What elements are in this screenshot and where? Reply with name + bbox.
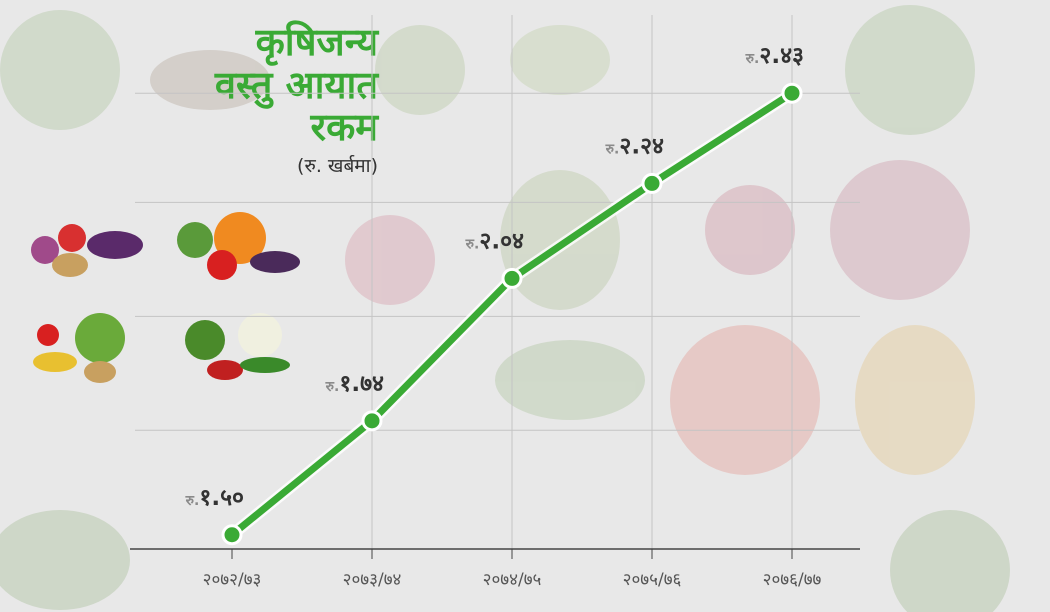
value-prefix: रु. [745, 51, 760, 67]
x-tick-label: २०७२/७३ [203, 570, 262, 590]
value-number: २.४३ [759, 43, 804, 69]
x-tick-label: २०७४/७५ [483, 570, 542, 590]
x-tick-label: २०७३/७४ [343, 570, 402, 590]
background-decor [0, 5, 1010, 612]
data-label: रु.१.७४ [325, 371, 384, 397]
data-label: रु.२.२४ [605, 133, 664, 159]
vegetable-icons [31, 212, 300, 383]
plot: २०७२/७३ २०७३/७४ २०७४/७५ २०७५/७६ २०७६/७७रु.१.… [130, 15, 860, 590]
title-line: कृषिजन्य [255, 20, 380, 66]
data-label: रु.२.०४ [465, 228, 524, 254]
point [221, 524, 243, 546]
title-line: वस्तु आयात [214, 63, 380, 109]
point [781, 82, 803, 104]
point [641, 172, 663, 194]
title: कृषिजन्य वस्तु आयात रकम (रु. खर्बमा) [214, 20, 380, 177]
data-label: रु.२.४३ [745, 43, 804, 69]
title-line: रकम [310, 105, 380, 149]
data-label: रु.१.५० [185, 485, 244, 511]
value-number: १.५० [199, 485, 244, 511]
x-tick-label: २०७६/७७ [763, 570, 822, 590]
value-prefix: रु. [185, 493, 200, 509]
point [501, 267, 523, 289]
x-tick-label: २०७५/७६ [623, 570, 682, 590]
value-prefix: रु. [465, 236, 480, 252]
value-prefix: रु. [605, 141, 620, 157]
subtitle: (रु. खर्बमा) [297, 154, 378, 177]
value-number: २.०४ [479, 228, 524, 254]
value-prefix: रु. [325, 379, 340, 395]
value-number: १.७४ [339, 371, 384, 397]
point [361, 410, 383, 432]
value-number: २.२४ [619, 133, 664, 159]
